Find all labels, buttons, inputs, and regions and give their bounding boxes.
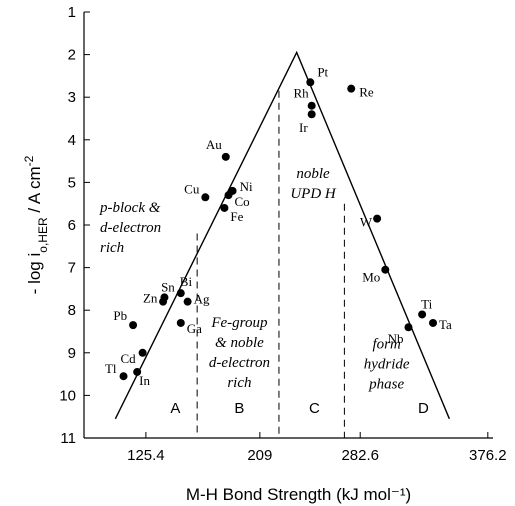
data-point-pt [306, 78, 315, 87]
point-label-ni: Ni [240, 179, 253, 194]
y-axis-label-main: - log i [25, 253, 44, 295]
data-point-nb [404, 323, 413, 332]
region-annotation-line: phase [368, 377, 404, 393]
region-annotation-line: UPD H [290, 186, 337, 202]
point-label-fe: Fe [230, 209, 243, 224]
y-axis-label-subscript: o,HER [36, 217, 50, 253]
point-label-tl: Tl [105, 361, 117, 376]
point-label-pb: Pb [113, 308, 127, 323]
data-points [119, 78, 438, 381]
region-dividers [196, 90, 345, 438]
data-point-in [133, 367, 142, 376]
x-tick-label: 209 [247, 447, 272, 464]
point-label-w: W [360, 215, 373, 230]
data-point-zn [160, 293, 169, 302]
y-tick-label: 10 [59, 387, 76, 404]
data-point-cd [138, 348, 147, 357]
point-label-pt: Pt [317, 64, 328, 79]
point-label-co: Co [235, 194, 250, 209]
data-point-au [221, 152, 230, 161]
point-label-cd: Cd [120, 351, 136, 366]
point-label-ti: Ti [421, 296, 432, 311]
point-label-cu: Cu [184, 181, 200, 196]
point-label-rh: Rh [294, 86, 310, 101]
region-annotation-line: rich [100, 240, 124, 256]
data-point-tl [119, 372, 128, 381]
point-label-sn: Sn [161, 280, 175, 295]
point-label-au: Au [206, 137, 222, 152]
data-point-ag [183, 297, 192, 306]
zone-letter-b: B [234, 400, 244, 417]
point-label-ga: Ga [187, 321, 202, 336]
point-label-zn: Zn [143, 290, 158, 305]
zone-letter-c: C [309, 400, 320, 417]
point-label-nb: Nb [388, 331, 404, 346]
data-point-rh [307, 101, 316, 110]
data-point-fe [220, 203, 229, 212]
region-annotation-line: d-electron [209, 355, 270, 371]
region-annotation-1: p-block & d-electron rich [99, 200, 161, 256]
x-tick-label: 125.4 [127, 447, 165, 464]
region-annotation-3: Fe-group & noble d-electron rich [209, 315, 270, 391]
y-tick-label: 7 [68, 260, 76, 277]
region-annotation-line: form [372, 337, 401, 353]
y-tick-label: 8 [68, 302, 76, 319]
volcano-line [114, 50, 451, 420]
point-label-ag: Ag [194, 292, 210, 307]
y-tick-label: 4 [68, 132, 76, 149]
y-ticks: 1 2 3 4 5 6 7 8 9 10 11 [59, 4, 90, 447]
y-tick-label: 1 [68, 4, 76, 21]
y-tick-label: 6 [68, 217, 76, 234]
region-annotation-line: d-electron [100, 220, 161, 236]
data-point-w [373, 214, 382, 223]
x-tick-label: 282.6 [341, 447, 379, 464]
y-axis-label-superscript: -2 [22, 155, 36, 166]
point-label-mo: Mo [362, 270, 380, 285]
point-label-ta: Ta [439, 317, 452, 332]
point-label-ir: Ir [299, 120, 308, 135]
data-point-cu [201, 193, 210, 202]
y-axis-label-unit: / A cm [25, 166, 44, 217]
data-point-bi [176, 289, 185, 298]
region-annotation-2: noble UPD H [290, 166, 337, 202]
zone-letter-d: D [418, 400, 429, 417]
data-point-co [224, 191, 233, 200]
data-point-ga [176, 318, 185, 327]
region-annotation-line: noble [296, 166, 330, 182]
data-point-re [347, 84, 356, 93]
point-label-in: In [139, 373, 150, 388]
region-annotation-4: form hydride phase [364, 337, 410, 393]
region-annotation-line: Fe-group [210, 315, 268, 331]
region-annotations: p-block & d-electron rich noble UPD H Fe-grou… [99, 166, 410, 392]
y-tick-label: 2 [68, 47, 76, 64]
zone-letters: A B C D [170, 400, 429, 417]
y-tick-label: 9 [68, 345, 76, 362]
point-label-re: Re [359, 85, 374, 100]
region-annotation-line: & noble [215, 335, 264, 351]
data-point-ir [307, 110, 316, 119]
region-annotation-line: hydride [364, 357, 410, 373]
x-ticks: 125.4 209 282.6 376.2 [127, 432, 507, 464]
x-axis-label: M-H Bond Strength (kJ mol⁻¹) [186, 485, 411, 504]
zone-letter-a: A [170, 400, 180, 417]
data-point-ta [429, 318, 438, 327]
y-axis-label: - log io,HER / A cm-2 [22, 155, 50, 294]
y-tick-label: 11 [60, 430, 76, 447]
y-tick-label: 5 [68, 174, 76, 191]
data-point-mo [381, 265, 390, 274]
region-annotation-line: rich [227, 375, 251, 391]
data-point-pb [129, 321, 138, 330]
region-annotation-line: p-block & [99, 200, 161, 216]
point-label-bi: Bi [180, 274, 193, 289]
x-tick-label: 376.2 [469, 447, 507, 464]
data-point-ti [418, 310, 427, 319]
y-tick-label: 3 [68, 89, 76, 106]
